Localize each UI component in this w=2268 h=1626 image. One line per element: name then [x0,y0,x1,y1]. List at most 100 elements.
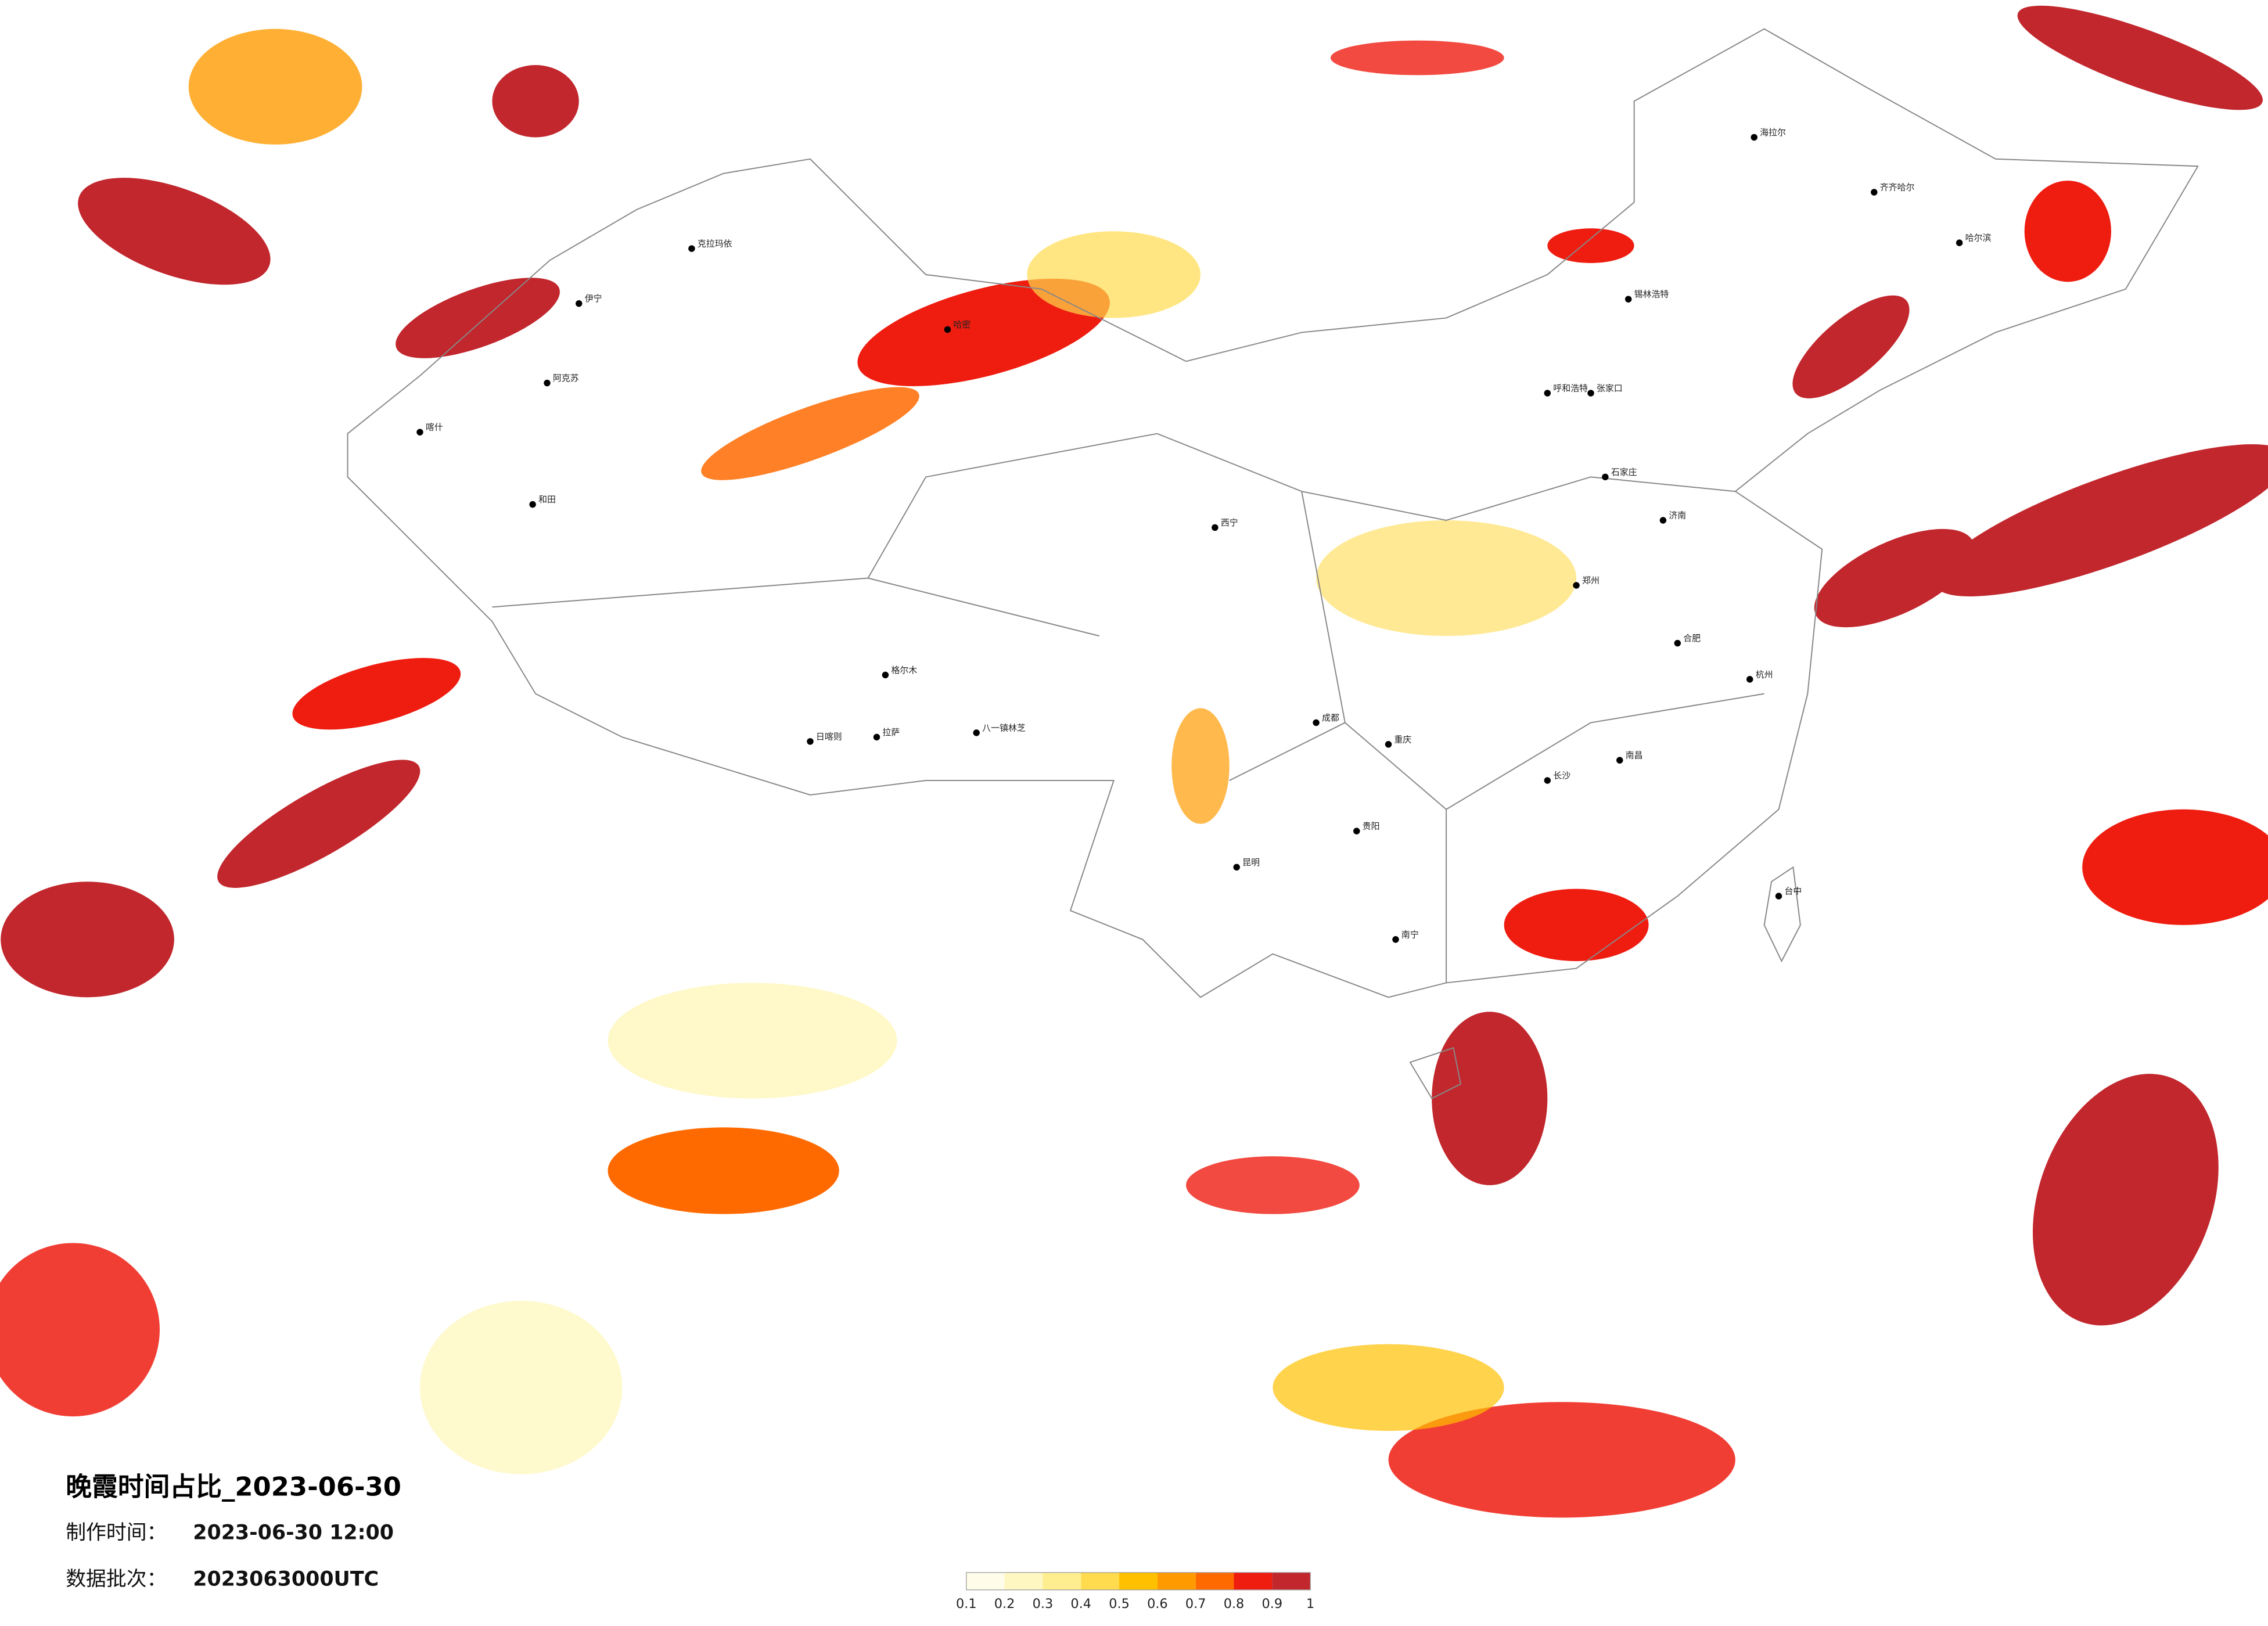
city-label: 合肥 [1683,633,1701,643]
city: 海拉尔 [1751,127,1786,141]
city-dot [873,733,880,741]
city-dot [1616,757,1623,764]
city-dot [1956,239,1963,246]
colorbar-tick-label: 0.1 [956,1596,977,1611]
city-dot [882,671,889,679]
city-dot [1573,582,1580,589]
city: 喀什 [416,422,443,436]
map-title: 晚霞时间占比_2023-06-30 [66,1472,401,1502]
city-label: 石家庄 [1611,467,1637,477]
city: 重庆 [1385,734,1412,748]
heat-field [0,5,2268,1518]
city-dot [529,501,536,508]
colorbar-swatch [966,1572,1005,1590]
city: 合肥 [1674,633,1701,647]
city: 哈尔滨 [1956,233,1992,246]
city-dot [1544,390,1551,397]
city-label: 喀什 [426,422,443,433]
city-dot [1624,296,1632,303]
city-label: 海拉尔 [1760,127,1786,138]
city: 阿克苏 [544,373,579,387]
borders [347,28,2199,1099]
city: 昆明 [1233,857,1260,871]
city-label: 台中 [1785,886,1802,897]
city-label: 克拉玛依 [698,239,732,249]
city: 锡林浩特 [1624,289,1669,303]
city-label: 哈尔滨 [1965,233,1992,243]
city-dot [1751,134,1757,141]
city-dot [1871,189,1878,196]
city-label: 济南 [1669,510,1686,521]
info-label: 数据批次： [66,1567,167,1591]
city-label: 南昌 [1626,750,1643,761]
info-label: 制作时间： [66,1521,167,1545]
city-label: 哈密 [953,319,971,330]
colorbar-swatch [1234,1572,1273,1590]
city: 八一镇林芝 [973,722,1026,736]
city-label: 杭州 [1756,669,1773,679]
colorbar-swatch [1119,1572,1158,1590]
city-dot [1775,893,1782,900]
city-label: 西宁 [1221,517,1238,528]
city-dot [416,429,423,436]
city: 杭州 [1746,669,1773,683]
city-dot [1233,864,1240,871]
city-label: 锡林浩特 [1634,289,1669,300]
city: 石家庄 [1602,467,1637,481]
city-dot [688,245,695,252]
city: 长沙 [1544,771,1570,784]
city-dot [944,326,951,333]
city: 克拉玛依 [688,239,732,252]
city: 郑州 [1573,575,1600,589]
city-label: 呼和浩特 [1553,383,1588,394]
city-label: 和田 [538,494,556,505]
city: 成都 [1313,713,1339,726]
city-dot [1353,828,1360,834]
city-label: 阿克苏 [553,373,579,383]
city: 南昌 [1616,750,1643,764]
city-label: 成都 [1322,713,1339,723]
colorbar-swatch [1272,1572,1311,1590]
city-label: 南宁 [1401,929,1419,940]
city: 日喀则 [807,731,842,745]
colorbar-tick-label: 0.9 [1262,1596,1283,1611]
city: 齐齐哈尔 [1871,182,1915,196]
colorbar-swatch [1004,1572,1043,1590]
city-dot [1313,719,1320,726]
city: 张家口 [1587,383,1623,397]
city-dot [1385,741,1392,748]
city: 西宁 [1212,517,1238,531]
city: 贵阳 [1353,821,1380,834]
colorbar-tick-label: 1 [1306,1596,1314,1611]
city-dot [544,379,551,387]
city-label: 长沙 [1553,771,1570,781]
colorbar-tick-label: 0.2 [994,1596,1015,1611]
info-value: 2023063000UTC [193,1567,379,1591]
city-label: 格尔木 [891,665,917,675]
city-label: 重庆 [1394,734,1412,744]
city-label: 拉萨 [882,727,900,738]
city-dot [807,738,814,745]
city-dot [576,300,583,307]
city: 伊宁 [576,293,602,307]
city-dot [1674,639,1681,647]
colorbar-swatch [1195,1572,1234,1590]
city-dot [1587,390,1594,397]
city-label: 贵阳 [1363,821,1380,832]
city-label: 八一镇林芝 [982,722,1026,733]
city-dot [1392,936,1399,943]
city: 济南 [1659,510,1686,524]
city-label: 郑州 [1582,575,1600,586]
city: 哈密 [944,319,971,333]
colorbar-frame [966,1572,1311,1591]
city: 南宁 [1392,929,1419,943]
city: 台中 [1775,886,1802,900]
city-dot [1544,777,1551,784]
colorbar-tick-label: 0.4 [1070,1596,1091,1611]
colorbar-tick-label: 0.5 [1109,1596,1130,1611]
colorbar-swatch [1043,1572,1081,1590]
city: 和田 [529,494,556,508]
city: 呼和浩特 [1544,383,1588,397]
city-label: 伊宁 [585,293,602,304]
